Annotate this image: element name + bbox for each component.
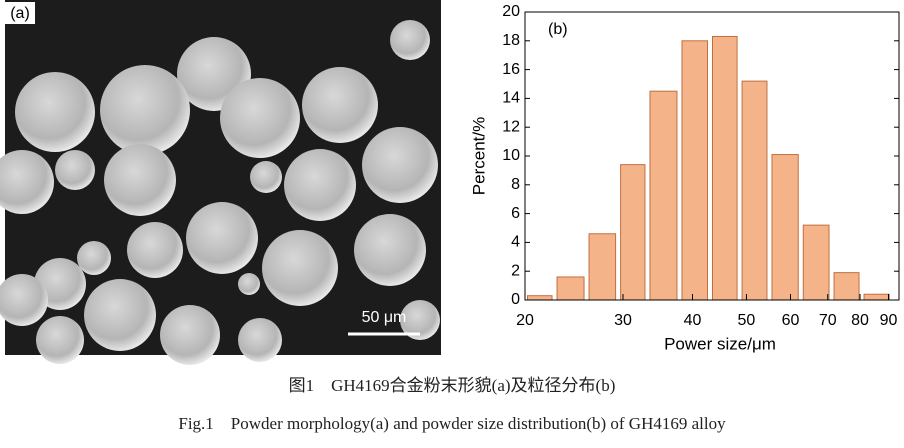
bar <box>681 40 708 301</box>
y-tick-label: 4 <box>511 234 520 251</box>
bar <box>711 35 738 301</box>
scale-bar-label: 50 μm <box>362 309 407 326</box>
sem-image: (a) 50 μm <box>0 0 441 365</box>
bar <box>527 295 553 301</box>
y-tick-label: 16 <box>502 61 520 78</box>
chart: (b) Power size/μm Percent/% <box>469 21 775 353</box>
y-tick-label: 8 <box>511 176 520 193</box>
bar <box>771 154 799 301</box>
bar <box>588 233 617 301</box>
x-tick-label: 60 <box>782 312 800 329</box>
x-axis-label: Power size/μm <box>664 334 776 353</box>
y-axis-label: Percent/% <box>469 117 488 195</box>
caption-en: Fig.1 Powder morphology(a) and powder si… <box>178 414 726 433</box>
bar <box>833 272 860 301</box>
y-tick-label: 2 <box>511 262 520 279</box>
y-tick-label: 18 <box>502 32 520 49</box>
y-tick-label: 12 <box>502 118 520 135</box>
bar <box>620 164 646 301</box>
bar <box>649 90 678 301</box>
x-tick-label: 20 <box>516 312 534 329</box>
bar <box>863 293 890 301</box>
panel-label: (a) <box>10 5 30 22</box>
y-tick-label: 14 <box>502 90 520 107</box>
bar <box>556 276 585 301</box>
bar <box>741 80 768 301</box>
bar <box>802 224 830 301</box>
x-tick-label: 30 <box>614 312 632 329</box>
y-tick-label: 10 <box>502 147 520 164</box>
y-tick-label: 0 <box>511 291 520 308</box>
y-tick-label: 20 <box>502 3 520 20</box>
x-tick-label: 70 <box>819 312 837 329</box>
y-tick-label: 6 <box>511 205 520 222</box>
x-tick-label: 40 <box>684 312 702 329</box>
plot-frame <box>524 11 900 301</box>
panel-label: (b) <box>548 21 568 38</box>
x-tick-label: 80 <box>851 312 869 329</box>
x-tick-label: 90 <box>880 312 898 329</box>
x-tick-label: 50 <box>738 312 756 329</box>
caption-zh: 图1 GH4169合金粉末形貌(a)及粒径分布(b) <box>289 376 616 395</box>
